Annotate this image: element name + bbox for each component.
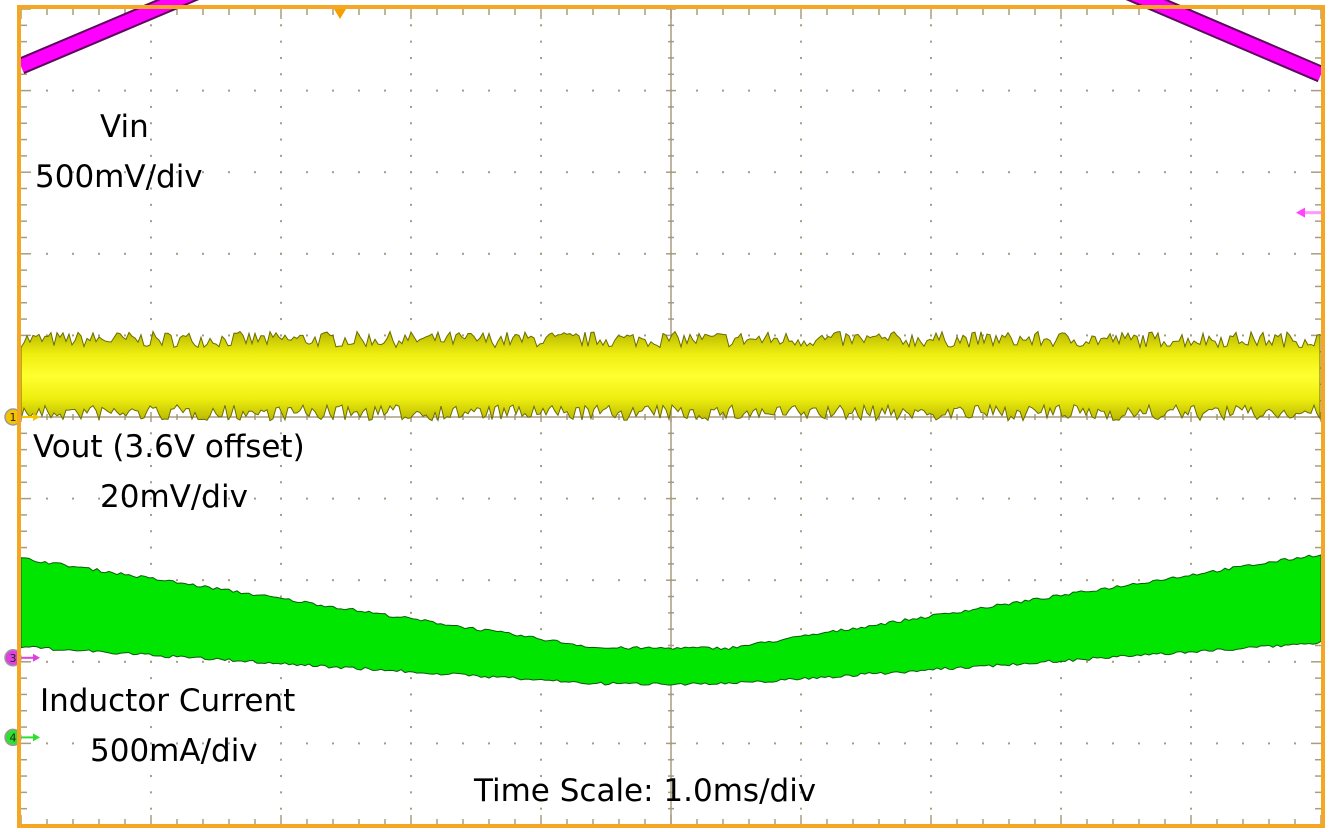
vout-scale-label: 20mV/div: [100, 482, 248, 513]
inductor-current-label: Inductor Current: [40, 686, 295, 717]
trigger-position-marker[interactable]: [334, 9, 346, 19]
time-scale-label: Time Scale: 1.0ms/div: [474, 776, 816, 807]
svg-text:1: 1: [10, 411, 17, 424]
trigger-level-arrow-icon[interactable]: [1296, 208, 1305, 218]
svg-text:4: 4: [10, 731, 17, 744]
inductor-current-scale-label: 500mA/div: [90, 736, 258, 767]
vin-label: Vin: [100, 112, 149, 143]
vout-trace: [21, 332, 1320, 421]
svg-text:3: 3: [10, 652, 17, 665]
vout-label: Vout (3.6V offset): [33, 432, 305, 463]
vin-scale-label: 500mV/div: [35, 162, 203, 193]
channel-3-ground-marker[interactable]: 3: [5, 650, 40, 666]
